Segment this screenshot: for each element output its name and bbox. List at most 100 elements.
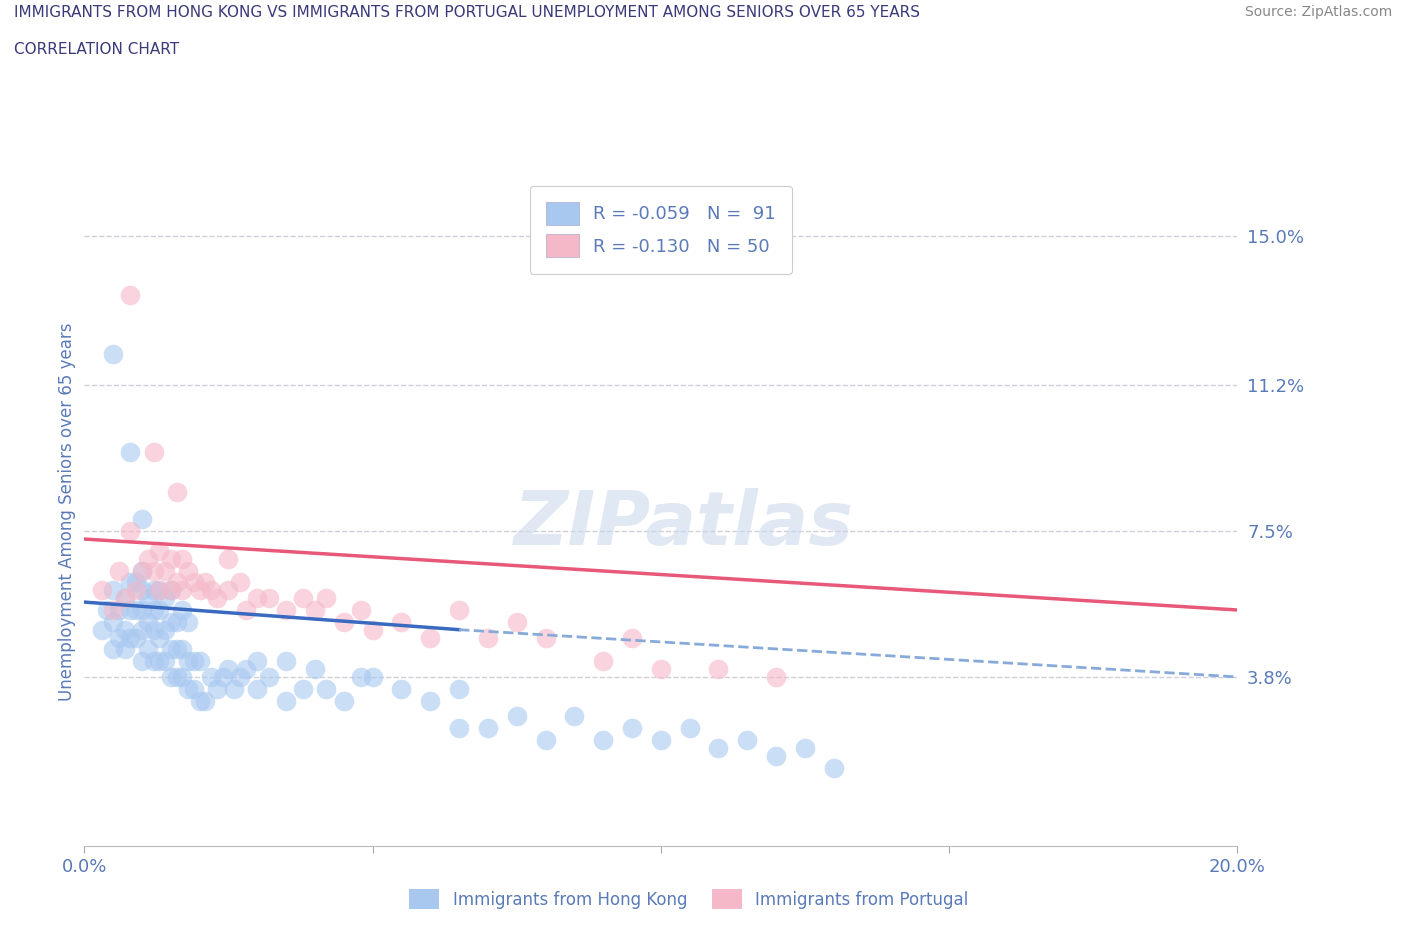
Point xyxy=(304,661,326,676)
Point xyxy=(350,670,373,684)
Point xyxy=(153,564,176,578)
Point xyxy=(142,603,165,618)
Point xyxy=(160,583,183,598)
Point xyxy=(103,347,124,362)
Point xyxy=(108,603,131,618)
Point xyxy=(534,733,557,748)
Point xyxy=(315,591,337,605)
Point xyxy=(114,591,136,605)
Point xyxy=(235,603,257,618)
Point xyxy=(166,615,188,630)
Text: CORRELATION CHART: CORRELATION CHART xyxy=(14,42,179,57)
Point xyxy=(419,631,441,645)
Point xyxy=(224,682,246,697)
Point xyxy=(506,709,529,724)
Point xyxy=(391,682,413,697)
Point xyxy=(793,740,815,755)
Point xyxy=(131,622,153,637)
Point xyxy=(274,693,298,708)
Point xyxy=(246,654,269,669)
Point xyxy=(136,591,159,605)
Point xyxy=(211,670,233,684)
Point xyxy=(148,583,170,598)
Point xyxy=(142,445,165,459)
Point xyxy=(183,682,205,697)
Text: Source: ZipAtlas.com: Source: ZipAtlas.com xyxy=(1244,5,1392,19)
Point xyxy=(765,749,787,764)
Point xyxy=(120,287,142,302)
Point xyxy=(350,603,373,618)
Point xyxy=(274,654,298,669)
Point xyxy=(160,615,183,630)
Point xyxy=(103,603,124,618)
Point xyxy=(200,670,222,684)
Point xyxy=(177,564,200,578)
Point xyxy=(447,721,470,736)
Point xyxy=(172,583,194,598)
Point xyxy=(148,603,170,618)
Point xyxy=(160,551,183,566)
Point xyxy=(194,575,217,590)
Point xyxy=(160,670,183,684)
Text: IMMIGRANTS FROM HONG KONG VS IMMIGRANTS FROM PORTUGAL UNEMPLOYMENT AMONG SENIORS: IMMIGRANTS FROM HONG KONG VS IMMIGRANTS … xyxy=(14,5,920,20)
Point xyxy=(217,551,239,566)
Point xyxy=(114,622,136,637)
Point xyxy=(166,575,188,590)
Point xyxy=(153,654,176,669)
Point xyxy=(292,591,315,605)
Point xyxy=(447,603,470,618)
Point xyxy=(707,740,730,755)
Point xyxy=(621,721,644,736)
Legend: R = -0.059   N =  91, R = -0.130   N = 50: R = -0.059 N = 91, R = -0.130 N = 50 xyxy=(530,186,792,273)
Point xyxy=(131,512,153,526)
Point xyxy=(447,682,470,697)
Point xyxy=(131,603,153,618)
Point xyxy=(172,670,194,684)
Point xyxy=(257,670,280,684)
Point xyxy=(153,591,176,605)
Legend: Immigrants from Hong Kong, Immigrants from Portugal: Immigrants from Hong Kong, Immigrants fr… xyxy=(401,881,977,917)
Point xyxy=(131,564,153,578)
Point xyxy=(177,615,200,630)
Point xyxy=(177,654,200,669)
Point xyxy=(148,543,170,558)
Point xyxy=(125,603,148,618)
Point xyxy=(621,631,644,645)
Point xyxy=(103,583,124,598)
Point xyxy=(120,631,142,645)
Point xyxy=(257,591,280,605)
Point xyxy=(650,733,672,748)
Point xyxy=(332,615,354,630)
Point xyxy=(177,682,200,697)
Point xyxy=(183,575,205,590)
Point xyxy=(160,583,183,598)
Point xyxy=(153,622,176,637)
Point xyxy=(114,591,136,605)
Point xyxy=(477,631,499,645)
Point xyxy=(229,670,252,684)
Point xyxy=(103,642,124,657)
Point xyxy=(172,551,194,566)
Point xyxy=(166,642,188,657)
Point xyxy=(229,575,252,590)
Point xyxy=(194,693,217,708)
Point xyxy=(361,622,384,637)
Point xyxy=(361,670,384,684)
Point xyxy=(332,693,354,708)
Point xyxy=(205,591,228,605)
Point xyxy=(96,603,118,618)
Point xyxy=(103,615,124,630)
Text: ZIPatlas: ZIPatlas xyxy=(513,488,853,562)
Point xyxy=(148,631,170,645)
Point xyxy=(823,760,845,775)
Point xyxy=(142,564,165,578)
Point xyxy=(235,661,257,676)
Point xyxy=(120,445,142,459)
Point xyxy=(477,721,499,736)
Point xyxy=(125,575,148,590)
Point xyxy=(90,622,112,637)
Point xyxy=(506,615,529,630)
Point xyxy=(188,583,211,598)
Point xyxy=(125,583,148,598)
Point xyxy=(125,631,148,645)
